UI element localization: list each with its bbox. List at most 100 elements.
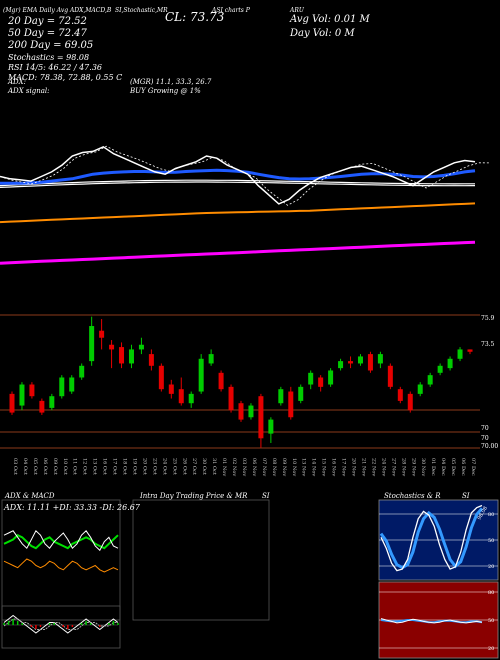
date-tick-label: 23 Oct <box>151 458 157 475</box>
date-tick-label: 27 Oct <box>191 458 197 475</box>
adx-panel-title: ADX & MACD <box>5 492 55 500</box>
date-tick-label: 16 Nov <box>331 458 337 476</box>
ema20-label: 20 Day = 72.52 <box>8 16 87 27</box>
date-tick-label: 19 Oct <box>131 458 137 475</box>
price-tick-label: 70 <box>481 435 489 442</box>
candle-body <box>89 326 95 362</box>
adx-series-adx <box>3 558 119 573</box>
date-tick-label: 04 Oct <box>22 458 28 475</box>
price-tick-label: 75.9 <box>481 315 495 322</box>
date-tick-label: 12 Oct <box>82 458 88 475</box>
date-tick-label: 17 Oct <box>112 458 118 475</box>
date-tick-label: 06 Dec <box>460 458 466 476</box>
date-tick-label: 10 Nov <box>291 458 297 476</box>
price-tick-label: 70.00 <box>481 443 498 450</box>
date-tick-label: 05 Dec <box>450 458 456 476</box>
date-tick-label: 03 Oct <box>12 458 18 475</box>
date-tick-label: 13 Nov <box>301 458 307 476</box>
candle-body <box>39 400 45 413</box>
candle-body <box>457 349 463 359</box>
candle-body <box>248 405 254 418</box>
rsi-label: RSI 14/5: 46.22 / 47.36 <box>8 63 102 72</box>
date-tick-label: 05 Oct <box>32 458 38 475</box>
price-dotted-line <box>0 145 491 206</box>
header-top-mid: SI,Stochastic,MR <box>115 7 168 14</box>
candle-body <box>268 419 274 434</box>
date-tick-label: 03 Nov <box>241 458 247 476</box>
date-tick-label: 16 Oct <box>102 458 108 475</box>
date-tick-label: 27 Nov <box>390 458 396 476</box>
ema20-line <box>0 168 476 185</box>
date-tick-label: 02 Nov <box>231 458 237 476</box>
candle-body <box>109 344 115 350</box>
stoch-k-line <box>380 504 483 572</box>
header-top-mid2: ASI charts P <box>212 7 250 14</box>
stoch-panel-title-a: Stochastics & R <box>384 492 441 500</box>
date-tick-label: 09 Nov <box>281 458 287 476</box>
date-tick-label: 30 Nov <box>420 458 426 476</box>
date-tick-label: 08 Nov <box>271 458 277 476</box>
date-tick-label: 15 Nov <box>321 458 327 476</box>
day-volume-label: Day Vol: 0 M <box>290 28 355 39</box>
candle-body <box>407 393 413 411</box>
rsi-tick-label: 20 <box>488 646 494 652</box>
date-tick-label: 01 Nov <box>221 458 227 476</box>
candle-body <box>128 349 134 364</box>
adx-panel-frame <box>1 499 121 621</box>
candle-body <box>367 354 373 371</box>
candle-body <box>99 330 105 338</box>
candle-body <box>328 370 334 385</box>
candle-body <box>178 389 184 404</box>
date-tick-label: 30 Oct <box>201 458 207 475</box>
intraday-panel-frame <box>132 499 270 621</box>
avg-volume-label: Avg Vol: 0.01 M <box>290 14 370 25</box>
date-tick-label: 06 Oct <box>42 458 48 475</box>
date-tick-label: 20 Oct <box>141 458 147 475</box>
ema50-line <box>0 179 475 187</box>
adx-line-value: (MGR) 11.1, 33.3, 26.7 <box>130 78 212 86</box>
candle-body <box>377 354 383 364</box>
intra-panel-title-b: SI <box>262 492 270 500</box>
candle-body <box>308 372 314 385</box>
candle-body <box>387 365 393 387</box>
date-tick-label: 20 Nov <box>351 458 357 476</box>
stoch-tick-label: 50 <box>488 538 494 544</box>
price-line <box>0 145 476 205</box>
candle-body <box>258 396 264 439</box>
candle-body <box>298 386 304 401</box>
ema-chart <box>0 145 491 265</box>
candle-body <box>29 384 35 397</box>
candle-body <box>188 393 194 404</box>
adx-series-di <box>3 529 119 552</box>
candle-body <box>158 365 164 390</box>
date-tick-label: 28 Nov <box>400 458 406 476</box>
candle-body <box>208 354 214 364</box>
stoch-d-line <box>379 507 484 570</box>
ema50-label: 50 Day = 72.47 <box>8 28 87 39</box>
candle-body <box>397 389 403 401</box>
adx-panel-legend: ADX: 11.11 +DI: 33.33 -DI: 26.67 <box>4 503 140 512</box>
candle-body <box>218 372 224 390</box>
adx-signal-value: BUY Growing @ 1% <box>130 87 201 95</box>
close-price-label: CL: 73.73 <box>165 10 225 24</box>
candle-body <box>59 377 65 397</box>
date-tick-label: 01 Dec <box>430 458 436 476</box>
date-tick-label: 18 Oct <box>122 458 128 475</box>
stoch-tick-label: 80 <box>488 512 494 518</box>
adx-series-di <box>3 534 119 550</box>
macd-panel-frame <box>1 605 121 649</box>
header-top-right: ARU <box>290 7 304 14</box>
candle-body <box>119 347 125 364</box>
ema200-line <box>0 202 476 224</box>
stochastics-label: Stochastics = 98.08 <box>8 53 90 62</box>
ema100-line <box>0 181 476 188</box>
adx-signal-label: ADX signal: <box>8 87 50 95</box>
date-tick-label: 21 Nov <box>360 458 366 476</box>
candle-body <box>318 377 324 387</box>
date-tick-label: 29 Nov <box>410 458 416 476</box>
date-tick-label: 25 Oct <box>171 458 177 475</box>
candle-body <box>447 358 453 369</box>
candle-body <box>427 375 433 385</box>
candle-body <box>69 377 75 392</box>
